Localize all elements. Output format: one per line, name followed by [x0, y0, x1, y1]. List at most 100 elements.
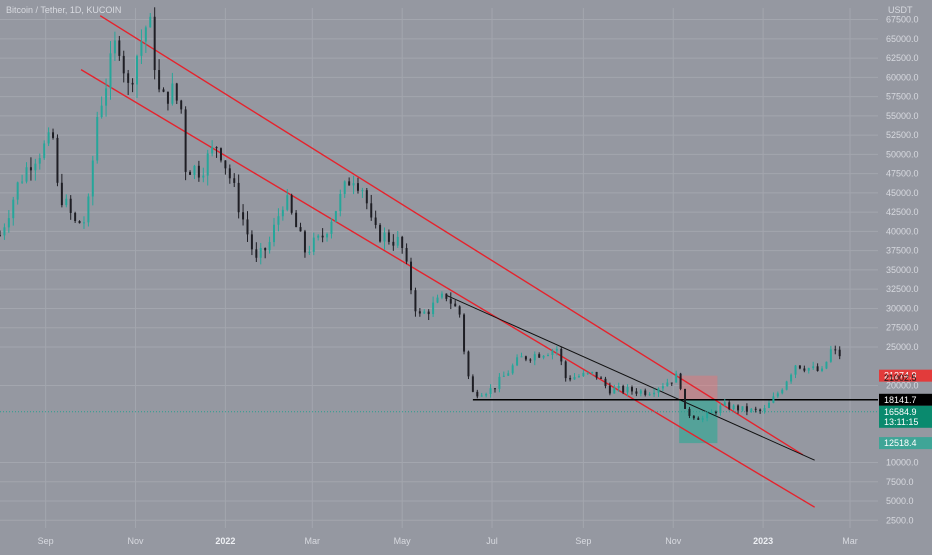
- y-tick-label: 2500.0: [886, 515, 914, 525]
- candle-body: [215, 147, 218, 149]
- y-tick-label: 37500.0: [886, 246, 919, 256]
- candle-body: [551, 350, 554, 355]
- candle-body: [7, 218, 10, 228]
- candle-body: [493, 388, 496, 390]
- candle-body: [670, 382, 673, 384]
- candle-body: [807, 368, 810, 371]
- drawing-lines[interactable]: [0, 15, 878, 508]
- candle-body: [639, 390, 642, 394]
- candle-body: [750, 408, 753, 412]
- candle-body: [29, 167, 32, 171]
- candle-body: [838, 349, 841, 357]
- candle-body: [480, 395, 483, 397]
- candle-body: [719, 405, 722, 413]
- candle-body: [246, 219, 249, 235]
- candle-body: [449, 298, 452, 304]
- last-price-tag-label: 16584.9: [884, 407, 917, 417]
- candle-body: [56, 137, 59, 183]
- y-tick-label: 67500.0: [886, 15, 919, 25]
- target-tag-bg: [879, 437, 932, 450]
- candle-body: [723, 402, 726, 406]
- y-tick-label: 5000.0: [886, 496, 914, 506]
- candle-body: [692, 415, 695, 419]
- candle-body: [547, 354, 550, 356]
- candle-body: [591, 371, 594, 373]
- y-tick-label: 25000.0: [886, 342, 919, 352]
- candle-body: [586, 372, 589, 374]
- y-tick-label: 27500.0: [886, 323, 919, 333]
- candle-body: [418, 311, 421, 314]
- y-tick-label: 47500.0: [886, 169, 919, 179]
- y-tick-label: 10000.0: [886, 458, 919, 468]
- x-tick-label: Sep: [38, 536, 54, 546]
- candle-body: [268, 242, 271, 251]
- candle-body: [52, 132, 55, 138]
- candle-body: [489, 388, 492, 394]
- candle-body: [732, 405, 735, 410]
- price-axis[interactable]: 2500.0 5000.0 7500.0 10000.0 20000.0 25000.0 2…: [886, 15, 919, 526]
- candle-body: [202, 175, 205, 178]
- candle-body: [127, 73, 130, 83]
- candle-body: [224, 160, 227, 169]
- candle-body: [12, 199, 15, 219]
- candle-body: [91, 160, 94, 197]
- symbol-title: Bitcoin / Tether, 1D, KUCOIN: [6, 5, 121, 15]
- candle-body: [595, 371, 598, 378]
- y-tick-label: 62500.0: [886, 53, 919, 63]
- position-box[interactable]: [679, 375, 718, 444]
- candle-body: [255, 249, 258, 258]
- y-tick-label: 32500.0: [886, 284, 919, 294]
- candle-body: [666, 382, 669, 387]
- candle-body: [21, 181, 24, 183]
- candle-body: [458, 306, 461, 315]
- candle-body: [445, 293, 448, 299]
- descending-trendline: [446, 294, 815, 461]
- channel-lower-line: [80, 69, 816, 508]
- candle-body: [237, 182, 240, 213]
- candle-body: [507, 373, 510, 376]
- x-tick-label: 2022: [215, 536, 235, 546]
- candle-body: [498, 376, 501, 389]
- candle-body: [533, 354, 536, 361]
- candle-body: [600, 377, 603, 379]
- candle-body: [339, 193, 342, 212]
- candle-body: [728, 402, 731, 410]
- time-axis[interactable]: Sep Nov 2022 Mar May Jul Sep Nov 2023 Mar: [38, 536, 858, 546]
- candle-body: [617, 386, 620, 388]
- candle-body: [829, 349, 832, 362]
- candle-body: [684, 388, 687, 409]
- candle-body: [308, 251, 311, 253]
- candle-body: [379, 224, 382, 242]
- candle-body: [321, 235, 324, 238]
- candle-body: [43, 143, 46, 159]
- candle-body: [803, 368, 806, 371]
- candle-body: [3, 227, 6, 236]
- candle-body: [140, 41, 143, 56]
- candle-body: [520, 356, 523, 358]
- candle-body: [657, 388, 660, 393]
- candle-body: [648, 394, 651, 396]
- last-price-tag-bg: [879, 405, 932, 428]
- candle-body: [630, 387, 633, 392]
- candle-body: [47, 132, 50, 144]
- candle-body: [423, 311, 426, 314]
- candle-body: [153, 16, 156, 71]
- candle-body: [343, 181, 346, 194]
- candle-body: [166, 91, 169, 104]
- candle-body: [131, 82, 134, 85]
- candle-body: [679, 373, 682, 389]
- candle-body: [414, 290, 417, 312]
- x-tick-label: Nov: [128, 536, 145, 546]
- candle-body: [144, 27, 147, 42]
- candle-body: [463, 314, 466, 352]
- candle-body: [326, 233, 329, 238]
- candle-body: [560, 348, 563, 362]
- candle-body: [502, 375, 505, 377]
- candle-body: [405, 247, 408, 262]
- candle-body: [754, 408, 757, 410]
- x-tick-label: May: [394, 536, 412, 546]
- candle-body: [109, 53, 112, 89]
- candle-body: [78, 221, 81, 224]
